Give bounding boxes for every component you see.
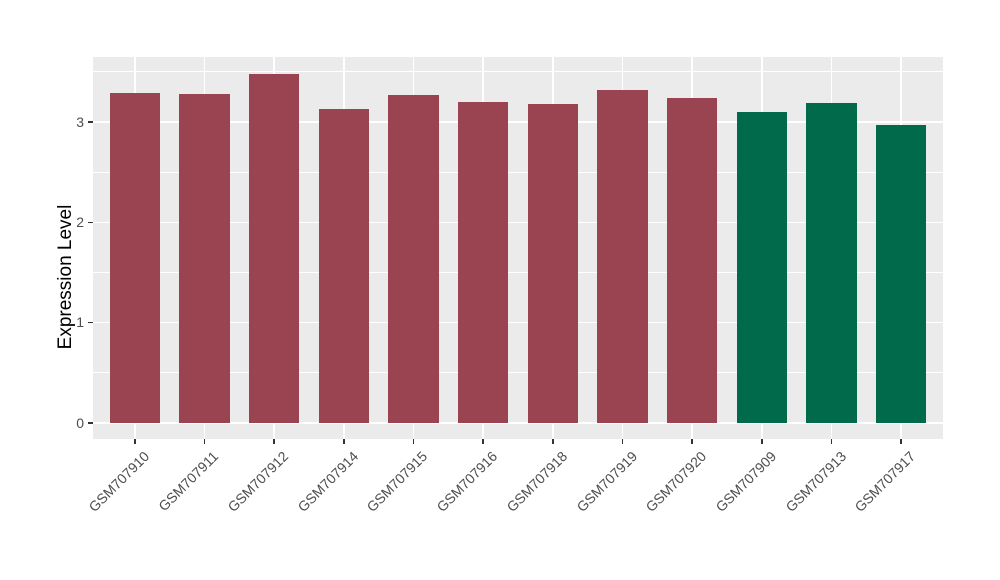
bar-GSM707916	[458, 102, 509, 423]
gridline-major	[93, 422, 943, 424]
bar-GSM707918	[527, 104, 578, 423]
x-tick-mark	[134, 439, 136, 444]
plot-panel	[93, 57, 943, 439]
bar-GSM707915	[388, 95, 439, 423]
x-tick-mark	[203, 439, 206, 444]
x-tick-mark	[482, 439, 484, 444]
gridline-minor	[93, 171, 943, 173]
x-tick-mark	[830, 439, 833, 444]
bar-GSM707909	[736, 112, 787, 423]
bar-GSM707914	[318, 109, 369, 423]
y-tick-label: 2	[76, 213, 84, 230]
y-tick-label: 0	[76, 414, 84, 431]
x-tick-mark	[552, 439, 554, 444]
y-tick-label: 1	[76, 314, 84, 331]
gridline-minor	[93, 272, 943, 274]
x-tick-mark	[761, 439, 763, 444]
bar-GSM707920	[667, 98, 718, 423]
bar-GSM707912	[249, 73, 300, 423]
x-tick-mark	[343, 439, 345, 444]
x-tick-mark	[621, 439, 624, 444]
y-tick-mark	[88, 422, 93, 424]
bar-GSM707911	[179, 94, 230, 423]
bar-GSM707917	[876, 125, 927, 423]
y-tick-mark	[88, 321, 93, 324]
x-tick-mark	[900, 439, 902, 444]
x-tick-mark	[273, 439, 275, 444]
y-tick-mark	[88, 121, 93, 123]
bar-GSM707913	[806, 103, 857, 423]
gridline-major	[93, 321, 943, 324]
gridline-minor	[93, 372, 943, 374]
gridline-major	[93, 121, 943, 123]
gridline-major	[93, 221, 943, 224]
y-tick-mark	[88, 221, 93, 224]
x-tick-mark	[412, 439, 415, 444]
bar-GSM707919	[597, 90, 648, 423]
bar-GSM707910	[109, 93, 160, 423]
y-tick-label: 3	[76, 113, 84, 130]
gridline-minor	[93, 71, 943, 73]
x-tick-mark	[691, 439, 693, 444]
